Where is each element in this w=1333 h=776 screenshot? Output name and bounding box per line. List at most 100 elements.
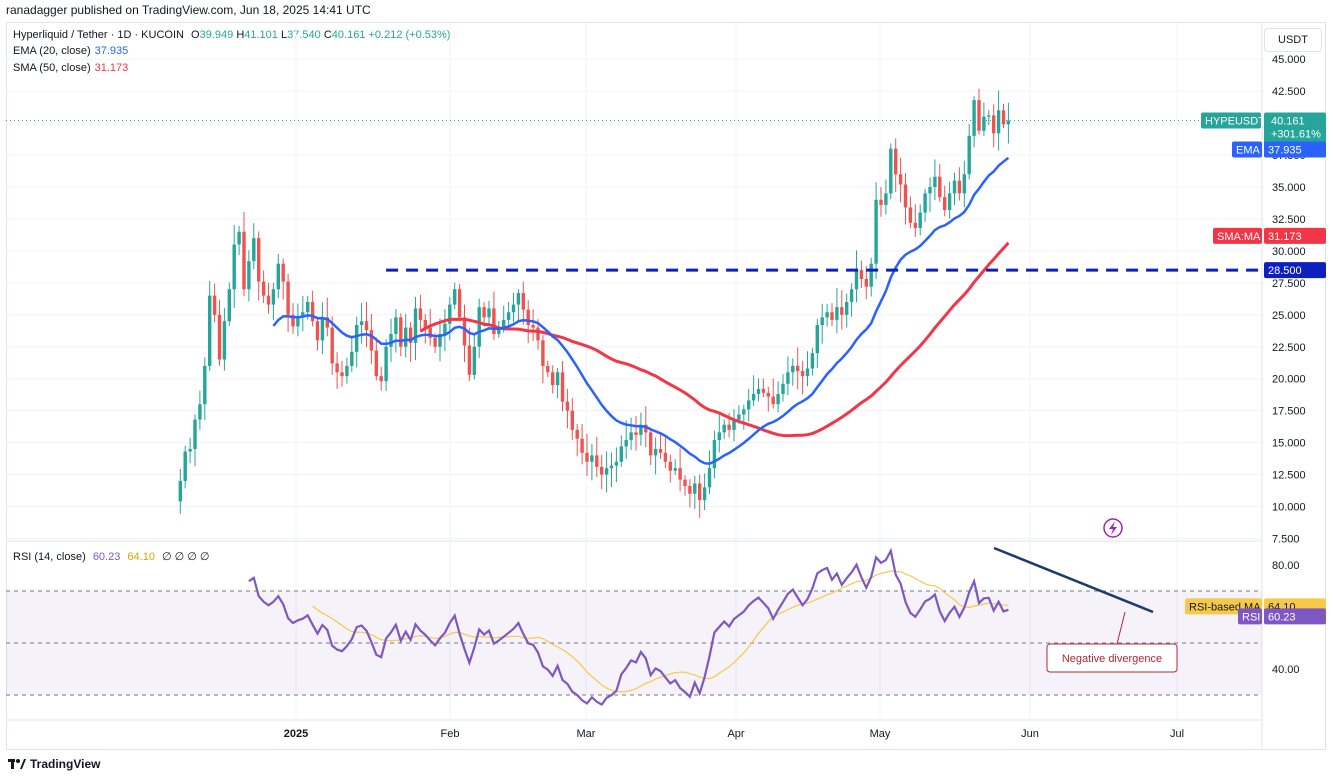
candle (301, 312, 305, 318)
candles (178, 88, 1011, 518)
candle (771, 396, 775, 405)
candle (477, 307, 481, 347)
candle (364, 321, 369, 331)
candle (502, 319, 506, 328)
sma-tag-value-bg (1264, 227, 1326, 244)
high-value: 41.101 (244, 29, 278, 41)
candle (511, 304, 516, 313)
candle (330, 327, 334, 364)
price-axis-label: 15.000 (1272, 438, 1306, 450)
candle (673, 468, 677, 471)
symbol-name[interactable]: Hyperliquid / Tether · 1D · KUCOIN (13, 29, 184, 41)
low-label: L (280, 29, 288, 41)
rsi-legend[interactable]: RSI (14, close) 60.23 64.10 ∅ ∅ ∅ ∅ (13, 550, 210, 563)
candle (369, 330, 374, 351)
candle (428, 327, 432, 338)
lightning-icon[interactable] (1103, 518, 1123, 538)
candle (820, 317, 824, 326)
candle (232, 244, 236, 290)
candle (864, 279, 868, 287)
candle (781, 383, 785, 395)
candle (800, 371, 805, 377)
candle (609, 465, 614, 469)
candle (580, 438, 584, 453)
rsi-panel (6, 590, 1262, 696)
candle (761, 388, 766, 393)
sma-line (419, 241, 1010, 438)
candle (222, 321, 227, 360)
candle (178, 480, 182, 502)
rsi-tag-label-bg (1238, 608, 1262, 625)
candle (276, 263, 280, 290)
price-axis-label: 7.500 (1272, 533, 1300, 545)
candle (962, 174, 966, 194)
candle (884, 193, 888, 205)
annotation-text: Negative divergence (1062, 653, 1162, 665)
price-axis-label: 45.000 (1272, 54, 1306, 66)
candle (810, 353, 815, 369)
rsi-tag-value: 60.23 (1268, 611, 1296, 623)
candle (193, 419, 197, 449)
sma-tag-label-bg (1213, 227, 1262, 244)
candle (717, 432, 721, 441)
sma-legend[interactable]: SMA (50, close) 31.173 (13, 62, 128, 74)
sma-legend-label: SMA (50, close) (13, 62, 91, 74)
price-axis-label: 32.500 (1272, 214, 1306, 226)
candle (408, 327, 413, 343)
price-axis-label: 30.000 (1272, 246, 1306, 258)
candle (845, 302, 849, 315)
ema-legend[interactable]: EMA (20, close) 37.935 (13, 45, 128, 57)
rsi-ma-legend-value: 64.10 (127, 551, 155, 563)
candle (952, 180, 957, 194)
candle (399, 317, 403, 347)
candle (815, 325, 819, 354)
candle (531, 325, 535, 328)
candle (335, 363, 339, 373)
rsi-legend-value: 60.23 (92, 551, 121, 563)
candle (340, 372, 344, 377)
candle (497, 327, 501, 334)
currency-button[interactable]: USDT (1264, 28, 1322, 52)
level-tag-bg (1264, 262, 1326, 279)
time-axis: 2025 Feb Mar Apr May Jun Jul (284, 728, 1184, 740)
tradingview-logo[interactable]: TradingView (8, 757, 100, 771)
candle (472, 346, 476, 375)
candle (972, 100, 976, 136)
candle (825, 312, 829, 318)
candle (570, 410, 574, 430)
candle (261, 281, 266, 296)
symbol-tag-bg (1201, 112, 1261, 129)
candle (389, 333, 393, 347)
candle (898, 174, 903, 185)
time-axis-label: Jul (1170, 728, 1184, 740)
rsi-legend-extra: ∅ ∅ ∅ ∅ (162, 551, 210, 563)
candle (413, 308, 418, 343)
candle (188, 448, 192, 452)
candle (448, 304, 452, 324)
candle (943, 197, 947, 211)
candle (776, 394, 780, 405)
level-tag: 28.500 (1268, 265, 1302, 277)
candle (257, 238, 261, 282)
price-axis-label: 12.500 (1272, 470, 1306, 482)
candle (644, 424, 648, 433)
candle (374, 350, 378, 377)
symbol-tag: HYPEUSDT (1205, 116, 1265, 128)
candle (727, 424, 731, 430)
candle (879, 199, 883, 205)
candle (359, 321, 364, 326)
candle (756, 388, 761, 395)
candle (747, 400, 751, 410)
sma-tag-label: SMA:MA (1217, 231, 1261, 243)
candle (198, 404, 202, 420)
candle (585, 452, 589, 462)
candle (237, 231, 241, 245)
price-axis-label: 25.000 (1272, 310, 1306, 322)
candle (908, 207, 913, 223)
price-tags: HYPEUSDT40.161+301.61%09:18:37EMA37.935S… (1185, 112, 1326, 625)
candle (600, 466, 604, 475)
candle (707, 468, 712, 488)
candle (404, 327, 408, 347)
candle (913, 222, 917, 228)
